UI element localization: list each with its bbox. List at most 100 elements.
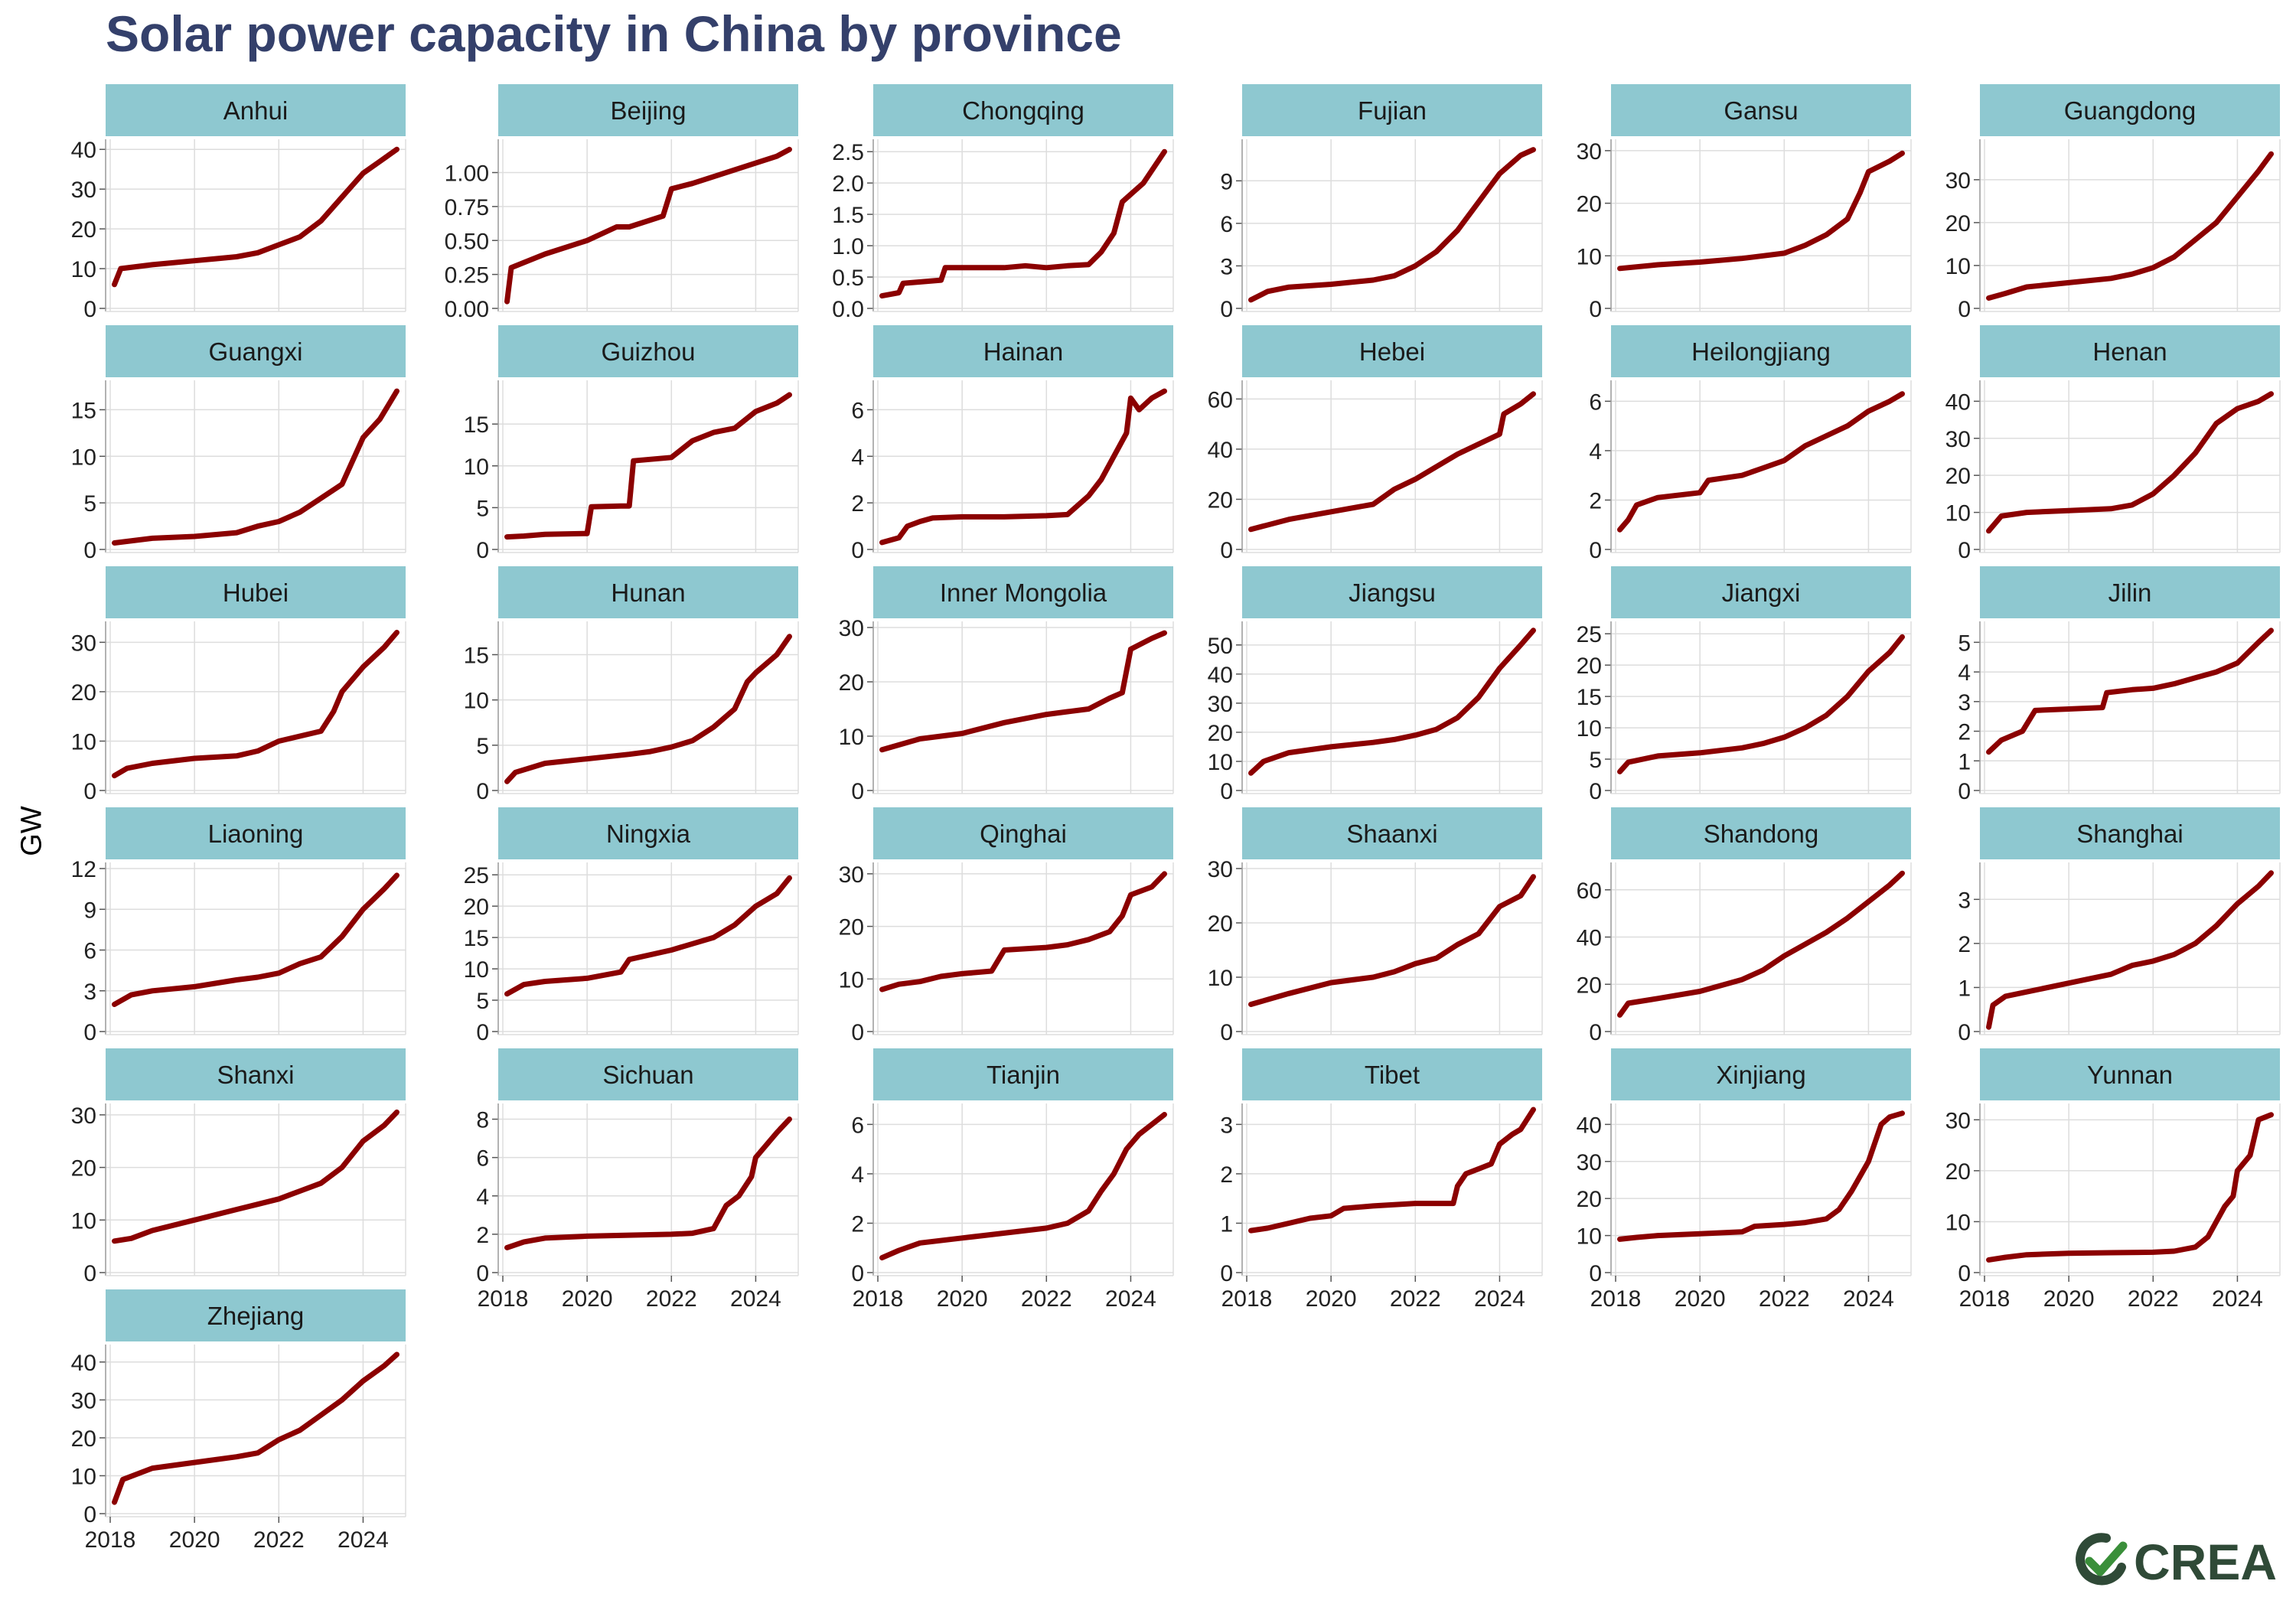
y-tick-label: 9: [83, 898, 96, 923]
y-tick-label: 2: [1958, 932, 1971, 957]
y-tick-label: 30: [1577, 1150, 1602, 1175]
series-line-tianjin: [879, 1112, 1167, 1261]
y-tick-label: 20: [71, 1426, 96, 1452]
y-tick-label: 0: [1220, 779, 1233, 804]
panel-shanghai: Shanghai 0 1 2 3: [1958, 807, 2281, 1045]
strip-shaanxi: [1242, 807, 1542, 859]
strip-label: Anhui: [223, 96, 288, 125]
y-tick-label: 0: [83, 297, 96, 322]
strip-hunan: [498, 566, 798, 618]
x-tick-label: 2018: [85, 1527, 136, 1553]
series-line-ningxia: [504, 875, 792, 997]
strip-label: Tibet: [1365, 1061, 1420, 1089]
y-tick-label: 20: [1577, 654, 1602, 679]
y-tick-label: 20: [1945, 1159, 1971, 1185]
series-line-hubei: [112, 630, 400, 779]
y-tick-label: 10: [464, 689, 489, 714]
y-tick-label: 30: [839, 862, 864, 888]
x-tick-label: 2018: [478, 1286, 529, 1312]
y-tick-label: 2.0: [832, 171, 864, 197]
x-tick-label: 2024: [338, 1527, 389, 1553]
strip-label: Fujian: [1358, 96, 1427, 125]
y-tick-label: 30: [1208, 692, 1233, 717]
panel-fujian: Fujian 0 3 6 9: [1220, 84, 1543, 322]
strip-label: Hainan: [983, 337, 1064, 366]
y-tick-label: 10: [71, 729, 96, 755]
strip-hubei: [106, 566, 406, 618]
y-tick-label: 40: [1208, 663, 1233, 688]
y-tick-label: 2: [476, 1223, 489, 1248]
y-tick-label: 2: [1589, 488, 1602, 513]
y-tick-label: 6: [476, 1146, 489, 1172]
y-tick-label: 10: [1577, 1224, 1602, 1250]
y-tick-label: 20: [1577, 192, 1602, 217]
x-tick-label: 2024: [1843, 1286, 1894, 1312]
y-tick-label: 25: [1577, 622, 1602, 647]
y-tick-label: 30: [71, 631, 96, 656]
strip-label: Sichuan: [602, 1061, 693, 1089]
series-line-hainan: [879, 388, 1167, 546]
y-tick-label: 0: [1589, 538, 1602, 563]
y-tick-label: 10: [71, 445, 96, 470]
strip-beijing: [498, 84, 798, 136]
panel-zhejiang: Zhejiang 0 10 20 30 40 2018 2020 2022 2024: [71, 1289, 406, 1553]
strip-sichuan: [498, 1048, 798, 1100]
y-tick-label: 30: [1577, 139, 1602, 165]
strip-tianjin: [873, 1048, 1173, 1100]
strip-fujian: [1242, 84, 1542, 136]
series-line-heilongjiang: [1617, 391, 1905, 533]
panel-ningxia: Ningxia 0 5 10 15 20 25: [464, 807, 799, 1045]
series-line-henan: [1986, 391, 2274, 534]
series-line-hunan: [504, 634, 792, 784]
series-line-sichuan: [504, 1116, 792, 1250]
y-tick-label: 30: [1945, 1108, 1971, 1133]
series-line-liaoning: [112, 872, 400, 1007]
y-tick-label: 0: [1958, 538, 1971, 563]
strip-jilin: [1980, 566, 2280, 618]
y-tick-label: 2: [1220, 1162, 1233, 1188]
y-tick-label: 0: [1958, 779, 1971, 804]
strip-label: Tianjin: [987, 1061, 1060, 1089]
y-tick-label: 2: [1958, 720, 1971, 745]
strip-gansu: [1611, 84, 1911, 136]
y-tick-label: 1: [1220, 1211, 1233, 1237]
x-tick-label: 2022: [1390, 1286, 1441, 1312]
strip-label: Shandong: [1704, 820, 1818, 848]
strip-ningxia: [498, 807, 798, 859]
x-tick-label: 2020: [1675, 1286, 1726, 1312]
series-line-guangdong: [1986, 151, 2274, 301]
strip-label: Jiangxi: [1722, 579, 1801, 607]
y-tick-label: 10: [71, 1208, 96, 1234]
y-tick-label: 0: [1958, 1020, 1971, 1045]
y-tick-label: 3: [1220, 254, 1233, 279]
strip-label: Hubei: [223, 579, 289, 607]
y-tick-label: 20: [839, 915, 864, 940]
panel-sichuan: Sichuan 0 2 4 6 8 2018 2020 2022 2024: [476, 1048, 799, 1312]
y-tick-label: 1: [1958, 749, 1971, 774]
y-tick-label: 0: [476, 779, 489, 804]
y-tick-label: 3: [1220, 1113, 1233, 1138]
y-tick-label: 0: [83, 538, 96, 563]
panel-hebei: Hebei 0 20 40 60: [1208, 325, 1543, 563]
y-tick-label: 0: [851, 538, 864, 563]
y-tick-label: 30: [1945, 427, 1971, 452]
y-tick-label: 0.50: [445, 229, 489, 254]
y-tick-label: 10: [71, 1464, 96, 1489]
strip-heilongjiang: [1611, 325, 1911, 377]
y-tick-label: 5: [476, 989, 489, 1014]
panel-hubei: Hubei 0 10 20 30: [71, 566, 406, 804]
y-tick-label: 1.0: [832, 234, 864, 259]
y-tick-label: 10: [1577, 716, 1602, 742]
y-tick-label: 6: [851, 1113, 864, 1138]
strip-label: Shanxi: [217, 1061, 295, 1089]
panel-anhui: Anhui 0 10 20 30 40: [71, 84, 406, 322]
series-line-shanxi: [112, 1109, 400, 1244]
y-tick-label: 3: [1958, 690, 1971, 715]
strip-label: Zhejiang: [207, 1302, 305, 1330]
panel-jilin: Jilin 0 1 2 3 4 5: [1958, 566, 2281, 804]
series-line-shaanxi: [1248, 874, 1536, 1007]
y-tick-label: 40: [71, 1351, 96, 1376]
x-tick-label: 2022: [1759, 1286, 1810, 1312]
y-tick-label: 8: [476, 1108, 489, 1133]
panel-inner-mongolia: Inner Mongolia 0 10 20 30: [839, 566, 1174, 804]
